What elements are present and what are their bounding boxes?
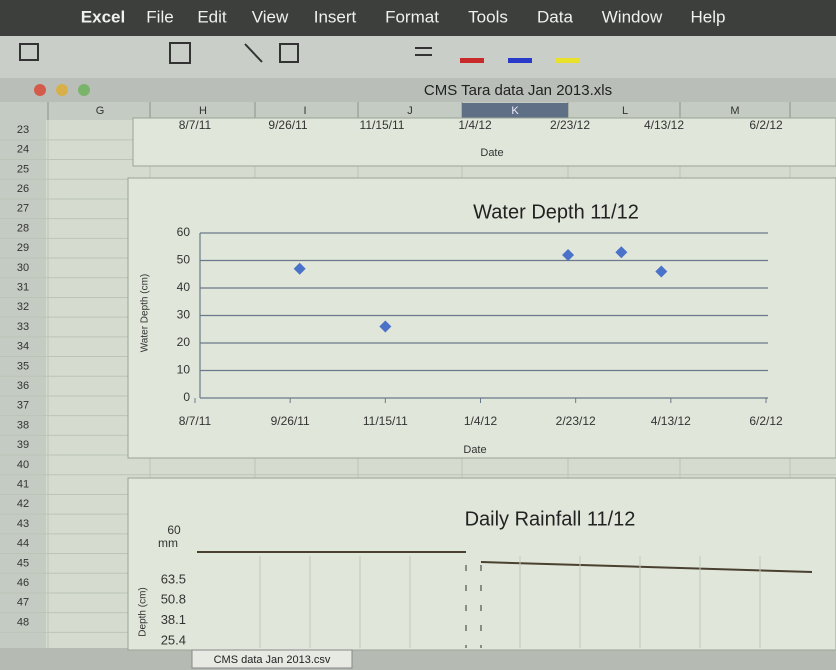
x-tick-label: 11/15/11 — [363, 414, 408, 428]
x-tick-label: 8/7/11 — [179, 414, 212, 428]
y-tick-label: 38.1 — [161, 612, 186, 627]
column-header: K — [511, 105, 519, 117]
unit-label: mm — [158, 536, 178, 550]
y-tick-label: 60 — [177, 225, 191, 239]
row-header: 34 — [17, 341, 29, 353]
x-tick-label: 4/13/12 — [644, 118, 684, 132]
x-axis-label: Date — [480, 147, 503, 159]
chart-title: Water Depth 11/12 — [473, 201, 639, 223]
toolbar — [0, 36, 836, 78]
x-tick-label: 1/4/12 — [464, 414, 498, 428]
row-header: 31 — [17, 282, 29, 294]
menu-item[interactable]: Window — [602, 7, 663, 26]
minimize-button[interactable] — [56, 84, 68, 96]
column-header-bar — [0, 102, 836, 120]
row-header: 33 — [17, 321, 29, 333]
sheet-tab-bar — [0, 648, 836, 670]
y-tick-label: 0 — [183, 390, 190, 404]
row-header: 28 — [17, 222, 29, 234]
row-header: 42 — [17, 498, 29, 510]
y-tick-label: 10 — [177, 363, 191, 377]
x-tick-label: 11/15/11 — [360, 118, 405, 132]
y-tick-label: 30 — [177, 308, 191, 322]
row-header: 44 — [17, 538, 29, 550]
row-header: 48 — [17, 616, 29, 628]
y-tick-label: 63.5 — [161, 571, 186, 586]
unit-label: 60 — [167, 523, 181, 537]
sheet-tab-label: CMS data Jan 2013.csv — [214, 654, 331, 666]
zoom-button[interactable] — [78, 84, 90, 96]
y-tick-label: 50.8 — [161, 592, 186, 607]
column-header: L — [622, 105, 628, 117]
excel-screen: Excel File Edit View Insert Format Tools Data Wi… — [0, 0, 836, 670]
y-axis-label: Depth (cm) — [138, 587, 149, 636]
menu-item[interactable]: Format — [385, 7, 439, 26]
rainfall-chart-frame — [128, 478, 836, 650]
row-header: 35 — [17, 360, 29, 372]
row-header: 38 — [17, 419, 29, 431]
window-title: CMS Tara data Jan 2013.xls — [424, 82, 612, 99]
line-color-tool[interactable] — [508, 58, 532, 63]
row-header: 25 — [17, 163, 29, 175]
row-header: 23 — [17, 124, 29, 136]
row-header: 40 — [17, 459, 29, 471]
menu-item[interactable]: Data — [537, 7, 573, 26]
menu-item[interactable]: Edit — [197, 7, 227, 26]
row-header: 37 — [17, 400, 29, 412]
x-axis-label: Date — [463, 444, 486, 456]
row-header: 26 — [17, 183, 29, 195]
title-bar — [0, 78, 836, 102]
row-header: 39 — [17, 439, 29, 451]
x-tick-label: 4/13/12 — [651, 414, 691, 428]
row-header: 29 — [17, 242, 29, 254]
x-tick-label: 6/2/12 — [749, 118, 783, 132]
fill-color-tool[interactable] — [556, 58, 580, 63]
font-color-tool[interactable] — [460, 58, 484, 63]
x-tick-label: 9/26/11 — [271, 414, 310, 428]
row-header: 46 — [17, 577, 29, 589]
column-header: G — [96, 105, 105, 117]
column-header: I — [303, 105, 306, 117]
row-header: 47 — [17, 597, 29, 609]
y-tick-label: 20 — [177, 335, 191, 349]
y-axis-label: Water Depth (cm) — [140, 274, 151, 353]
column-header: J — [407, 105, 413, 117]
y-tick-label: 40 — [177, 280, 191, 294]
x-tick-label: 1/4/12 — [458, 118, 492, 132]
menu-item[interactable]: View — [252, 7, 289, 26]
row-header: 41 — [17, 479, 29, 491]
row-header: 24 — [17, 144, 29, 156]
menu-item[interactable]: File — [146, 7, 173, 26]
column-header: M — [730, 105, 739, 117]
row-header: 32 — [17, 301, 29, 313]
menu-item[interactable]: Help — [691, 7, 726, 26]
menu-item[interactable]: Excel — [81, 7, 125, 26]
x-tick-label: 2/23/12 — [556, 414, 596, 428]
menu-item[interactable]: Tools — [468, 7, 508, 26]
row-header: 27 — [17, 203, 29, 215]
x-tick-label: 6/2/12 — [749, 414, 783, 428]
y-tick-label: 25.4 — [161, 632, 186, 647]
menu-item[interactable]: Insert — [314, 7, 357, 26]
row-header: 43 — [17, 518, 29, 530]
row-header: 36 — [17, 380, 29, 392]
row-header: 30 — [17, 262, 29, 274]
x-tick-label: 9/26/11 — [268, 118, 307, 132]
x-tick-label: 8/7/11 — [179, 118, 212, 132]
x-tick-label: 2/23/12 — [550, 118, 590, 132]
column-header: H — [199, 105, 207, 117]
y-tick-label: 50 — [177, 253, 191, 267]
close-button[interactable] — [34, 84, 46, 96]
chart-title: Daily Rainfall 11/12 — [465, 508, 636, 530]
row-header: 45 — [17, 557, 29, 569]
